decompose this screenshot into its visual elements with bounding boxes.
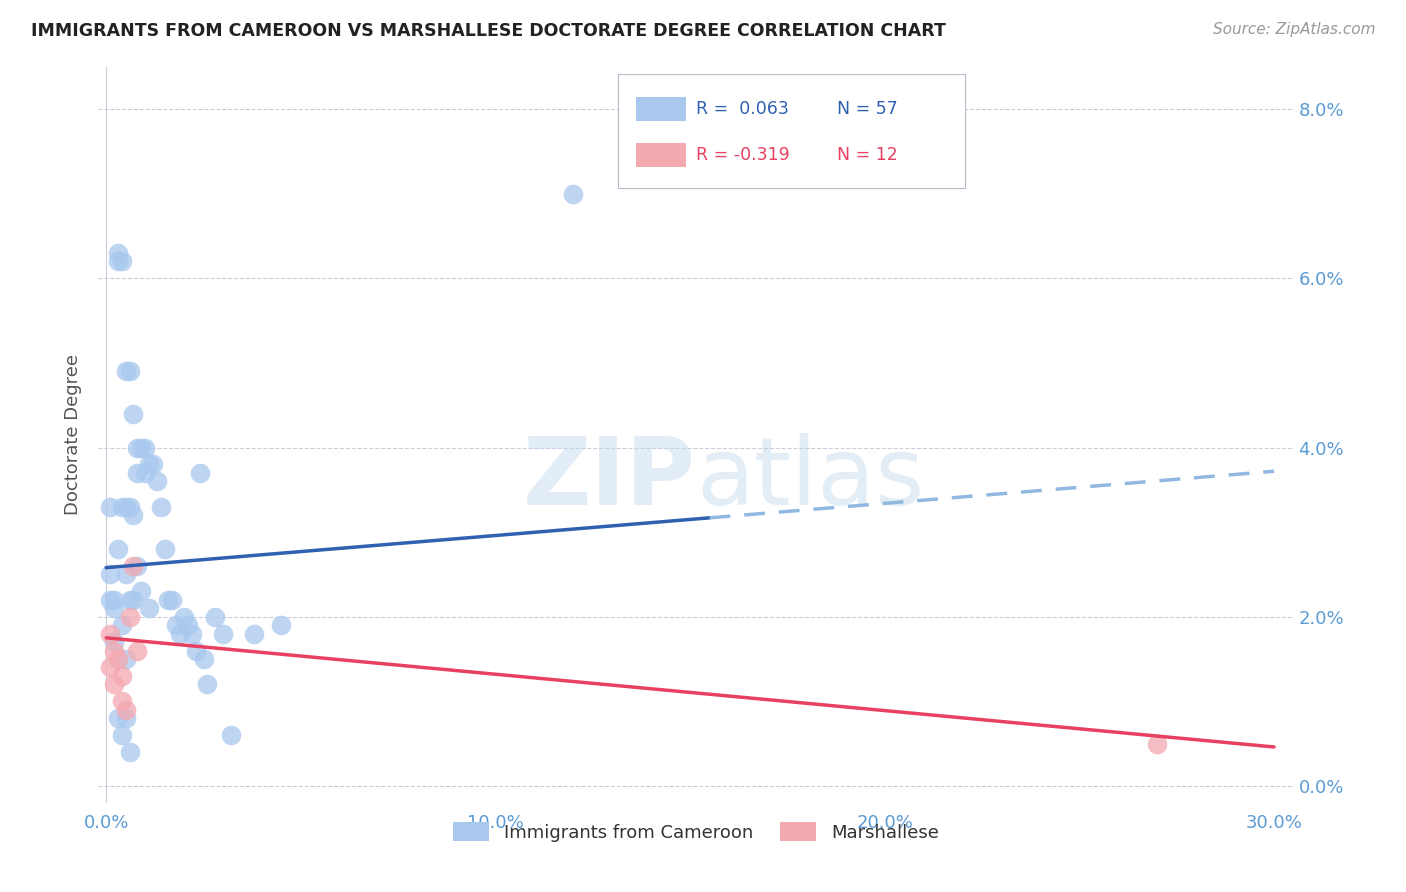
Point: [562, 186, 585, 201]
Point: [122, 592, 145, 607]
Point: [111, 500, 134, 514]
Text: atlas: atlas: [696, 433, 924, 525]
Point: [107, 246, 129, 260]
Text: N = 57: N = 57: [837, 100, 898, 118]
Point: [122, 407, 145, 421]
Point: [193, 652, 215, 666]
Point: [270, 618, 292, 632]
Point: [111, 618, 134, 632]
Point: [138, 601, 160, 615]
Point: [153, 542, 176, 557]
Text: Source: ZipAtlas.com: Source: ZipAtlas.com: [1212, 22, 1375, 37]
FancyBboxPatch shape: [637, 97, 686, 120]
Point: [118, 592, 141, 607]
Point: [127, 558, 149, 573]
Text: R = -0.319: R = -0.319: [696, 146, 790, 164]
Point: [114, 652, 136, 666]
Point: [107, 254, 129, 268]
Point: [98, 626, 121, 640]
Point: [118, 500, 141, 514]
Point: [114, 364, 136, 378]
Point: [169, 626, 191, 640]
Point: [122, 508, 145, 523]
Point: [98, 500, 121, 514]
Point: [1146, 737, 1168, 751]
Point: [138, 458, 160, 472]
Point: [118, 745, 141, 759]
Point: [204, 609, 226, 624]
Point: [165, 618, 187, 632]
FancyBboxPatch shape: [619, 74, 965, 188]
FancyBboxPatch shape: [637, 144, 686, 167]
Point: [212, 626, 235, 640]
Point: [146, 475, 169, 489]
Point: [197, 677, 219, 691]
Point: [118, 609, 141, 624]
Point: [114, 500, 136, 514]
Point: [129, 584, 152, 599]
Point: [114, 567, 136, 582]
Point: [107, 542, 129, 557]
Point: [134, 441, 156, 455]
Point: [111, 694, 134, 708]
Point: [219, 728, 242, 742]
Point: [180, 626, 202, 640]
Point: [103, 635, 125, 649]
Point: [98, 567, 121, 582]
Point: [127, 466, 149, 480]
Point: [162, 592, 184, 607]
Point: [243, 626, 266, 640]
Point: [699, 145, 721, 159]
Point: [173, 609, 195, 624]
Point: [107, 711, 129, 725]
Point: [103, 677, 125, 691]
Point: [103, 601, 125, 615]
Point: [122, 558, 145, 573]
Point: [103, 643, 125, 657]
Point: [114, 711, 136, 725]
Point: [142, 458, 165, 472]
Point: [188, 466, 211, 480]
Text: ZIP: ZIP: [523, 433, 696, 525]
Point: [111, 728, 134, 742]
Point: [184, 643, 207, 657]
Point: [157, 592, 180, 607]
Point: [111, 254, 134, 268]
Point: [149, 500, 172, 514]
Text: IMMIGRANTS FROM CAMEROON VS MARSHALLESE DOCTORATE DEGREE CORRELATION CHART: IMMIGRANTS FROM CAMEROON VS MARSHALLESE …: [31, 22, 946, 40]
Point: [103, 592, 125, 607]
Point: [111, 669, 134, 683]
Text: N = 12: N = 12: [837, 146, 898, 164]
Text: R =  0.063: R = 0.063: [696, 100, 789, 118]
Point: [127, 643, 149, 657]
Point: [129, 441, 152, 455]
Point: [114, 703, 136, 717]
Point: [98, 592, 121, 607]
Point: [127, 441, 149, 455]
Point: [98, 660, 121, 674]
Point: [107, 652, 129, 666]
Y-axis label: Doctorate Degree: Doctorate Degree: [63, 354, 82, 516]
Point: [134, 466, 156, 480]
Point: [177, 618, 200, 632]
Legend: Immigrants from Cameroon, Marshallese: Immigrants from Cameroon, Marshallese: [446, 815, 946, 849]
Point: [118, 364, 141, 378]
